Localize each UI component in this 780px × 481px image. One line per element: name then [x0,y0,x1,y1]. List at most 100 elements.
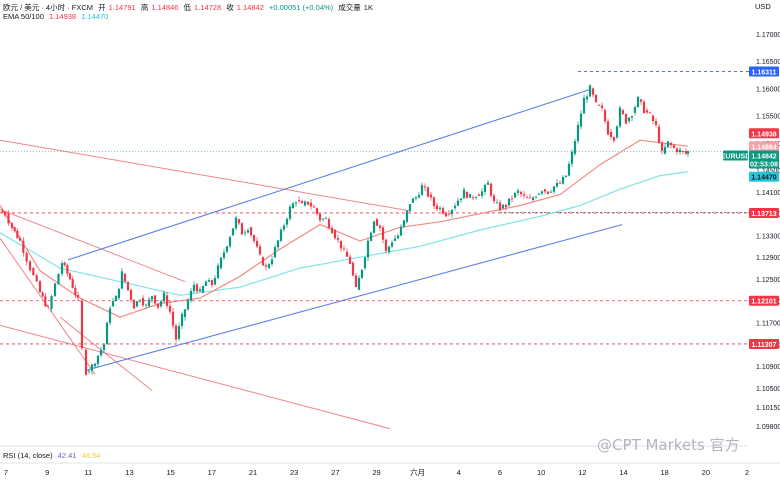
candle-body [303,201,307,206]
candle-body [558,182,562,184]
volume-label: 成交量 [338,3,361,12]
candle-body [336,238,340,240]
candle-body [498,202,502,211]
candle-body [324,218,328,219]
candle-body [480,191,484,196]
candle-body [108,308,112,323]
candle-body [375,219,379,226]
candle-body [603,110,607,122]
y-tick-label: 1.15500 [756,114,780,121]
candle-body [423,186,427,188]
candle-body [414,197,418,199]
candle-body [633,107,637,113]
x-tick-label: 29 [372,468,380,477]
ema50-line [0,139,689,318]
candle-body [114,295,118,302]
candle-body [438,207,442,210]
candle-body [13,227,16,231]
candle-body [474,197,478,198]
candle-body [282,225,286,230]
x-tick-label: 17 [208,468,216,477]
candle-body [168,305,172,312]
candle-body [621,110,625,114]
candle-body [159,301,163,307]
candle-body [327,219,331,228]
candle-body [615,126,619,138]
candle-body [234,217,238,229]
candle-body [441,208,445,214]
candle-body [576,124,580,142]
candle-body [285,218,289,225]
candle-body [516,190,520,193]
high-value: 1.14846 [151,3,179,12]
candle-body [354,275,358,287]
candle-body [249,227,253,236]
price-tag-label: 1.13713 [751,211,776,218]
candle-body [501,204,505,209]
candle-body [609,132,613,138]
candle-body [3,212,7,216]
candle-body [35,275,38,282]
candle-body [543,189,547,192]
ema100-line [0,171,689,296]
candle-body [144,304,148,306]
x-tick-label: 11 [84,468,92,477]
candle-body [393,238,397,241]
candle-body [261,257,265,266]
candle-body [339,240,343,249]
candle-body [525,197,529,199]
candle-body [597,104,601,106]
candle-body [686,151,690,154]
candle-body [333,230,337,239]
candle-body [531,197,535,201]
candle-body [351,262,355,276]
candle-body [117,288,121,299]
candle-body [219,257,223,269]
candle-body [432,197,436,207]
candle-body [150,296,154,300]
x-tick-label: 12 [578,468,586,477]
price-tag-bg [749,338,779,349]
candle-body [495,202,499,204]
candle-body [540,191,544,194]
ema-legend[interactable]: EMA 50/100 1.14938 1.14470 [3,12,111,21]
candle-body [555,182,559,187]
candle-body [684,151,688,154]
candle-body [459,198,463,201]
candle-body [504,204,508,208]
candle-body [141,298,145,306]
candle-body [53,283,57,297]
candle-body [243,232,247,234]
low-value: 1.14728 [194,3,222,12]
currency-label[interactable]: USD [755,2,771,11]
price-tag-label: 1.14470 [751,175,776,182]
candle-body [357,277,361,290]
change-value: +0.00051 (+0.04%) [268,3,334,12]
candle-body [288,206,292,219]
channel-line [67,88,591,261]
candle-body [420,185,424,196]
candle-body [453,205,457,209]
rsi-legend[interactable]: RSI (14, close) 42.41 48.54 [3,451,103,460]
candle-body [204,281,208,287]
candle-body [384,239,388,251]
candle-body [648,112,652,114]
candle-body [402,220,406,227]
candle-body [198,289,202,292]
candle-body [462,189,466,199]
candle-body [639,99,643,102]
symbol-title[interactable]: 欧元 / 美元 · 4小时 · FXCM [3,3,93,12]
candle-body [579,113,583,127]
y-tick-label: 1.14100 [756,190,780,197]
y-tick-label: 1.16500 [756,59,780,66]
candle-body [216,265,220,279]
candle-body [657,126,661,143]
candle-body [567,163,571,176]
candle-body [264,265,268,267]
candle-body [360,269,364,278]
candle-body [435,205,439,210]
candle-body [258,246,262,255]
candle-body [135,301,139,307]
candle-body [240,223,244,235]
